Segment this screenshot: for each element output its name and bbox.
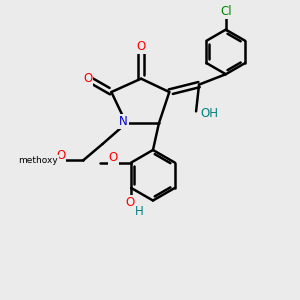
Text: OH: OH [200,107,218,120]
Text: N: N [119,115,128,128]
Text: O: O [56,148,65,162]
Text: Cl: Cl [220,5,232,18]
Text: O: O [83,72,92,85]
Text: methoxy: methoxy [18,156,58,165]
Text: H: H [135,205,144,218]
Text: O: O [136,40,146,53]
Text: O: O [125,196,134,209]
Text: O: O [109,151,118,164]
